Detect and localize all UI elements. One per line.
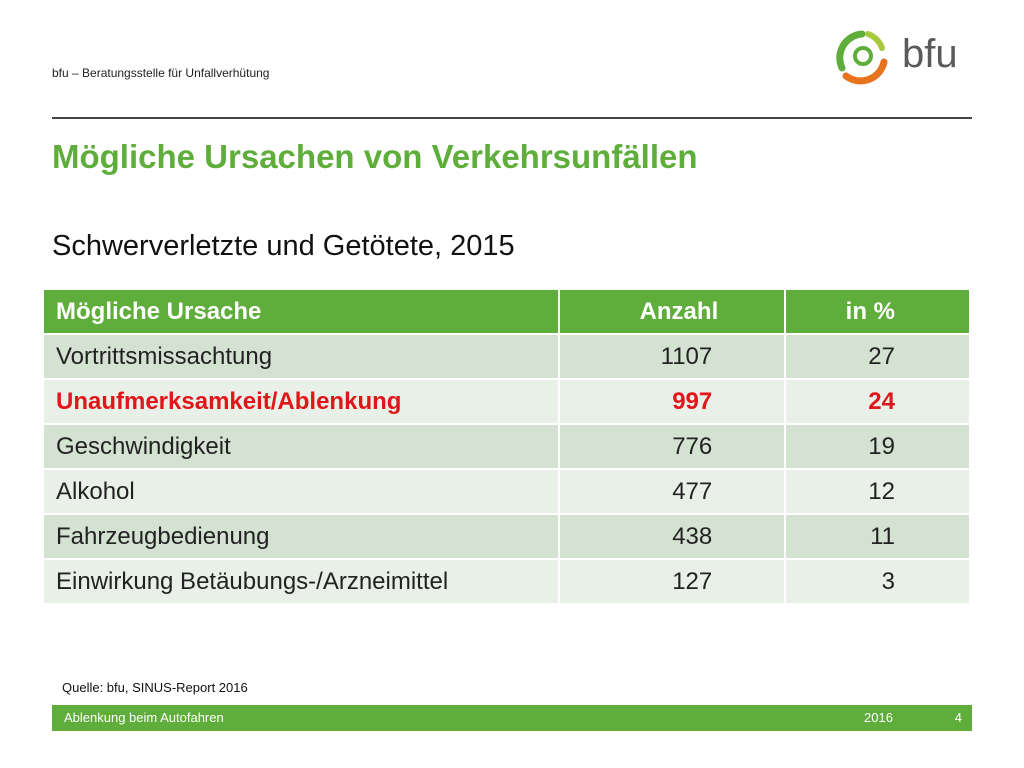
count-cell: 776 [558, 424, 787, 470]
table-row-highlighted: Unaufmerksamkeit/Ablenkung 997 24 [44, 379, 971, 425]
header-count: Anzahl [558, 290, 787, 335]
count-cell: 438 [558, 514, 787, 560]
source-note: Quelle: bfu, SINUS-Report 2016 [62, 680, 248, 695]
logo-text: bfu [902, 32, 958, 76]
footer-topic: Ablenkung beim Autofahren [64, 710, 224, 725]
percent-cell: 11 [785, 514, 971, 560]
table-row: Einwirkung Betäubungs-/Arzneimittel 127 … [44, 559, 971, 605]
slide-subtitle: Schwerverletzte und Getötete, 2015 [52, 230, 515, 262]
percent-cell: 24 [785, 379, 971, 425]
percent-cell: 12 [785, 469, 971, 515]
causes-table: Mögliche Ursache Anzahl in % Vortrittsmi… [44, 290, 971, 605]
count-cell: 477 [558, 469, 787, 515]
slide-title: Mögliche Ursachen von Verkehrsunfällen [52, 138, 698, 175]
count-cell: 1107 [558, 334, 787, 380]
cause-cell: Einwirkung Betäubungs-/Arzneimittel [44, 559, 560, 605]
page-number: 4 [954, 710, 962, 725]
table-row: Vortrittsmissachtung 1107 27 [44, 334, 971, 380]
header-percent: in % [785, 290, 971, 335]
percent-cell: 3 [785, 559, 971, 605]
percent-cell: 27 [785, 334, 971, 380]
bfu-logo-icon [836, 30, 888, 85]
cause-cell: Geschwindigkeit [44, 424, 560, 470]
cause-cell: Unaufmerksamkeit/Ablenkung [44, 379, 560, 425]
cause-cell: Alkohol [44, 469, 560, 515]
footer-bar: Ablenkung beim Autofahren 2016 4 [52, 705, 972, 731]
footer-year: 2016 [864, 710, 893, 725]
header-divider [52, 117, 972, 119]
cause-cell: Vortrittsmissachtung [44, 334, 560, 380]
header-cause: Mögliche Ursache [44, 290, 560, 335]
cause-cell: Fahrzeugbedienung [44, 514, 560, 560]
count-cell: 127 [558, 559, 787, 605]
percent-cell: 19 [785, 424, 971, 470]
table-header-row: Mögliche Ursache Anzahl in % [44, 290, 971, 335]
organization-name: bfu – Beratungsstelle für Unfallverhütun… [52, 66, 270, 80]
table-row: Geschwindigkeit 776 19 [44, 424, 971, 470]
count-cell: 997 [558, 379, 787, 425]
table-row: Alkohol 477 12 [44, 469, 971, 515]
table-row: Fahrzeugbedienung 438 11 [44, 514, 971, 560]
